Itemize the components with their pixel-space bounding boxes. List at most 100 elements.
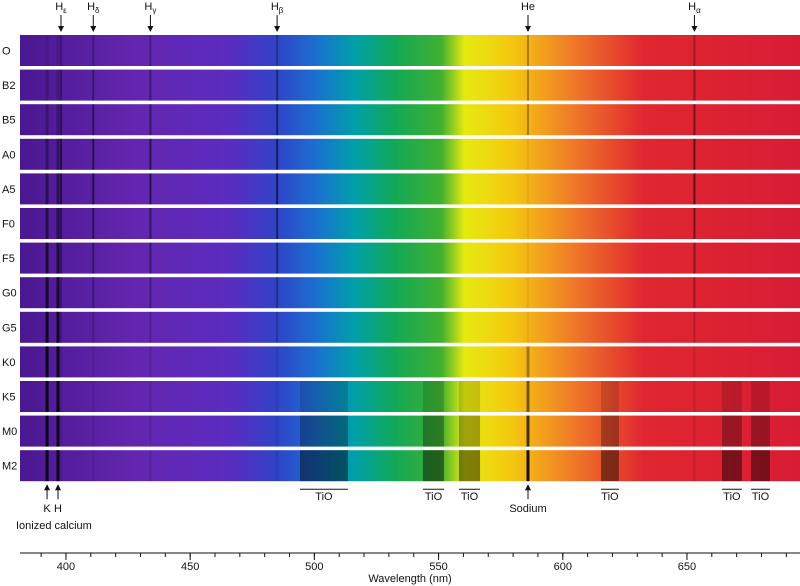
absorption-line bbox=[45, 138, 49, 170]
absorption-line bbox=[59, 69, 62, 101]
absorption-line bbox=[693, 138, 696, 170]
absorption-line bbox=[92, 311, 95, 343]
absorption-line bbox=[693, 104, 696, 136]
spectrum-row bbox=[20, 346, 800, 378]
absorption-line bbox=[92, 346, 95, 378]
absorption-line bbox=[45, 242, 49, 274]
absorption-line bbox=[56, 346, 60, 378]
absorption-line bbox=[526, 415, 530, 447]
absorption-line bbox=[149, 69, 152, 101]
absorption-line bbox=[56, 311, 60, 343]
spectral-type: F0 bbox=[2, 219, 15, 231]
tio-band bbox=[722, 381, 742, 412]
tio-band bbox=[299, 381, 348, 412]
arrow-head bbox=[55, 484, 62, 491]
absorption-line bbox=[59, 173, 62, 205]
absorption-line bbox=[45, 450, 49, 482]
tio-band bbox=[299, 415, 348, 447]
absorption-line bbox=[149, 242, 152, 274]
absorption-line bbox=[56, 35, 60, 66]
absorption-line bbox=[693, 381, 696, 412]
absorption-line bbox=[276, 450, 279, 482]
tio-band bbox=[601, 415, 619, 447]
spectral-type: K5 bbox=[2, 392, 15, 404]
spectrum-row bbox=[20, 104, 800, 136]
absorption-line bbox=[526, 277, 529, 309]
arrow-head bbox=[691, 26, 698, 32]
absorption-line bbox=[149, 173, 152, 205]
absorption-line bbox=[92, 208, 95, 239]
absorption-line bbox=[526, 69, 529, 101]
spectral-type: F5 bbox=[2, 253, 15, 265]
absorption-line bbox=[59, 208, 62, 239]
tio-band bbox=[422, 381, 445, 412]
absorption-line bbox=[59, 381, 62, 412]
line-symbol: He bbox=[521, 1, 535, 13]
spectrum-row bbox=[20, 69, 800, 101]
tio-band bbox=[458, 415, 481, 447]
line-symbol: H bbox=[87, 1, 95, 13]
tio-label: TiO bbox=[601, 491, 619, 503]
line-label: Hε bbox=[55, 1, 67, 15]
axis-label: Wavelength (nm) bbox=[368, 573, 451, 585]
tio-band bbox=[458, 381, 481, 412]
absorption-line bbox=[56, 242, 60, 274]
line-label: Hβ bbox=[271, 1, 284, 15]
absorption-line bbox=[56, 381, 60, 412]
tio-label: TiO bbox=[315, 491, 333, 503]
absorption-line bbox=[45, 173, 49, 205]
line-label: Hγ bbox=[144, 1, 156, 15]
absorption-line bbox=[149, 104, 152, 136]
absorption-line bbox=[45, 277, 49, 309]
absorption-line bbox=[149, 346, 152, 378]
absorption-line bbox=[149, 415, 152, 447]
absorption-line bbox=[149, 208, 152, 239]
spectral-type: G0 bbox=[2, 288, 17, 300]
absorption-line bbox=[276, 138, 279, 170]
absorption-line bbox=[92, 450, 95, 482]
absorption-line bbox=[276, 69, 279, 101]
spectrum-row bbox=[20, 311, 800, 343]
tio-label: TiO bbox=[752, 491, 770, 503]
spectral-type: M2 bbox=[2, 461, 17, 473]
spectral-type: B2 bbox=[2, 80, 15, 92]
line-symbol: H bbox=[688, 1, 696, 13]
arrow-head bbox=[147, 26, 154, 32]
absorption-line bbox=[59, 35, 62, 66]
absorption-line bbox=[45, 311, 49, 343]
absorption-line bbox=[526, 138, 529, 170]
spectrum-row bbox=[20, 138, 800, 170]
absorption-line bbox=[45, 35, 49, 66]
tio-band bbox=[601, 450, 619, 482]
spectral-type: A5 bbox=[2, 184, 15, 196]
tick-label: 500 bbox=[305, 561, 323, 573]
absorption-line bbox=[92, 69, 95, 101]
tio-label: TiO bbox=[723, 491, 741, 503]
absorption-line bbox=[149, 35, 152, 66]
absorption-line bbox=[59, 415, 62, 447]
spectrum-row bbox=[20, 450, 800, 482]
line-label: H bbox=[54, 503, 62, 515]
absorption-line bbox=[149, 138, 152, 170]
spectrum-row bbox=[20, 277, 800, 309]
absorption-line bbox=[59, 104, 62, 136]
spectral-type: G5 bbox=[2, 322, 17, 334]
sodium-label: Sodium bbox=[509, 503, 546, 515]
absorption-line bbox=[59, 450, 62, 482]
absorption-line bbox=[693, 208, 696, 239]
absorption-line bbox=[276, 242, 279, 274]
absorption-line bbox=[526, 346, 529, 378]
absorption-line bbox=[45, 104, 49, 136]
spectral-type: B5 bbox=[2, 115, 15, 127]
absorption-line bbox=[56, 277, 60, 309]
absorption-line bbox=[276, 208, 279, 239]
absorption-line bbox=[526, 311, 529, 343]
line-symbol: H bbox=[55, 1, 63, 13]
line-subscript: β bbox=[279, 6, 284, 15]
spectral-type: A0 bbox=[2, 149, 15, 161]
absorption-line bbox=[276, 311, 279, 343]
line-symbol: H bbox=[271, 1, 279, 13]
absorption-line bbox=[276, 415, 279, 447]
absorption-line bbox=[56, 415, 60, 447]
